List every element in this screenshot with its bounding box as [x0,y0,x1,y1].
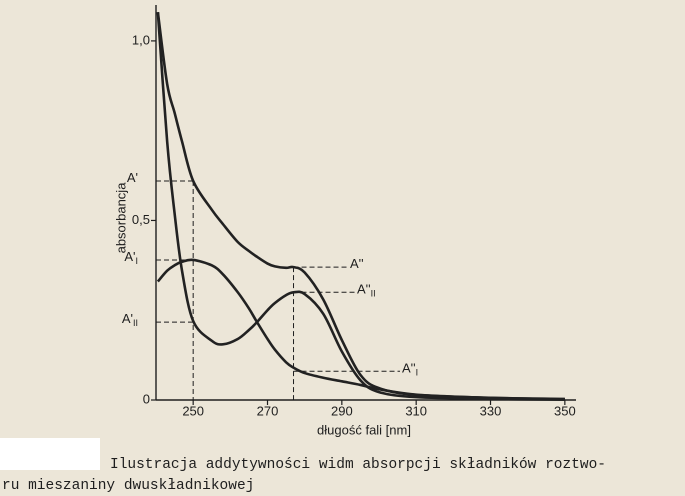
y-tick-label: 0,5 [132,212,150,227]
annotation-subscript: II [133,318,138,328]
annotation-label: A''II [357,282,376,299]
y-tick-label: 0 [143,391,150,406]
annotation-label: A''I [402,361,418,378]
x-tick-label: 250 [182,403,204,418]
y-axis-label: absorbancja [113,182,128,254]
x-axis-label: długość fali [nm] [317,422,411,437]
curve [156,12,565,401]
annotation-label: A' [127,170,138,185]
caption-line: Ilustracja addytywności widm absorpcji s… [110,457,606,473]
annotation-label: A'I [124,249,138,266]
x-tick-label: 330 [480,403,502,418]
curve [156,12,565,401]
annotation-text: A' [124,249,135,264]
x-tick-label: 270 [257,403,279,418]
caption-line: ru mieszaniny dwuskładnikowej [2,478,254,494]
annotation-subscript: II [371,289,376,299]
annotation-label: A'' [350,257,364,272]
annotation-text: A' [127,170,138,185]
annotation-subscript: I [416,368,419,378]
blank-patch [0,438,100,470]
y-tick-label: 1,0 [132,32,150,47]
x-tick-label: 310 [405,403,427,418]
annotation-text: A'' [350,257,364,272]
annotation-subscript: I [135,256,138,266]
annotation-text: A'' [402,361,416,376]
curve [156,258,565,401]
annotation-text: A' [122,312,133,327]
annotation-text: A'' [357,282,371,297]
annotation-label: A'II [122,312,138,329]
x-tick-label: 350 [554,403,576,418]
x-tick-label: 290 [331,403,353,418]
